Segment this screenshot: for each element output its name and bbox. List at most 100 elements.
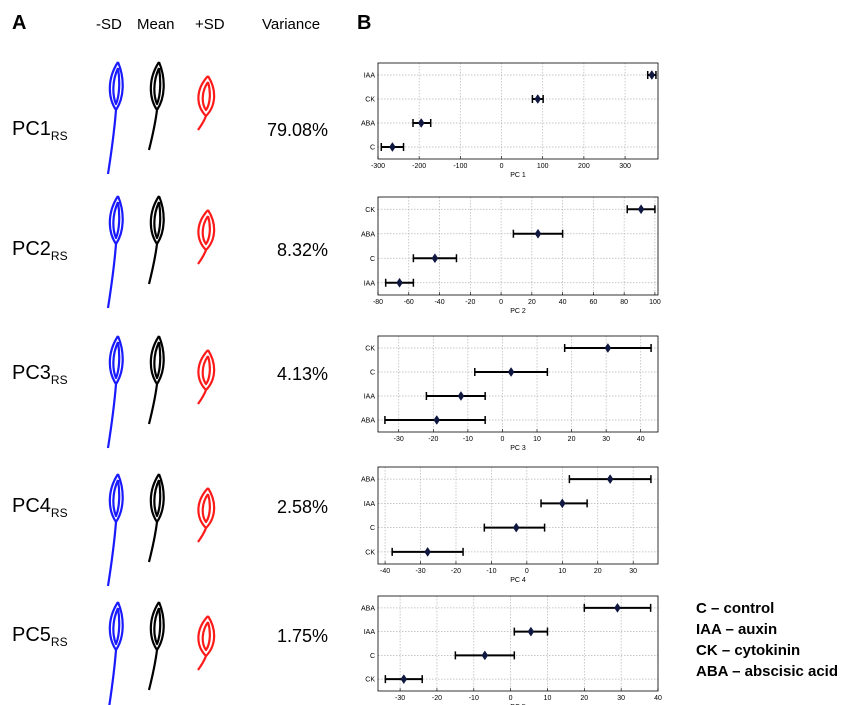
category-label: IAA [364, 394, 376, 401]
mean-marker [637, 204, 645, 215]
x-tick-label: 100 [537, 163, 549, 170]
x-axis-label: PC 3 [510, 445, 526, 452]
mean-marker [424, 546, 431, 557]
leaf-outline-mean [147, 195, 165, 285]
leaf-outline-plus-sd [197, 349, 216, 405]
plot-frame [377, 62, 659, 160]
leaf-outline-plus-sd [197, 209, 216, 265]
pc-chart-4: -40 -30 -20 -10 0 10 20 30 PC 4 ABA IAA C CK [361, 466, 659, 584]
leaf-outline-mean [147, 335, 165, 425]
pc-label-sub: RS [50, 373, 68, 387]
category-label: C [370, 653, 375, 660]
x-tick-label: -40 [434, 299, 444, 306]
x-tick-label: 0 [525, 568, 529, 575]
x-tick-label: 60 [589, 299, 597, 306]
plot-frame [377, 595, 659, 692]
legend-item-auxin: IAA – auxin [696, 621, 778, 638]
panel-label-b: B [357, 12, 372, 34]
mean-marker [481, 650, 489, 661]
pc-label-sub: RS [50, 635, 68, 649]
category-label: IAA [364, 629, 376, 636]
leaf-outline-minus-sd [106, 335, 124, 449]
x-tick-label: -30 [394, 436, 404, 443]
x-tick-label: -40 [380, 568, 390, 575]
x-tick-label: -20 [465, 299, 475, 306]
x-tick-label: 40 [637, 436, 645, 443]
mean-marker [534, 94, 542, 104]
mean-marker [606, 474, 614, 485]
variance-value: 79.08% [266, 120, 328, 140]
mean-marker [431, 253, 439, 264]
x-tick-label: 0 [509, 695, 513, 702]
category-label: CK [365, 549, 375, 556]
leaf-outline-mean [147, 473, 165, 563]
x-tick-label: -20 [428, 436, 438, 443]
x-tick-label: -100 [453, 163, 467, 170]
leaf-outline-minus-sd [106, 473, 124, 587]
category-label: IAA [364, 280, 376, 287]
x-tick-label: 10 [533, 436, 541, 443]
x-tick-label: 20 [568, 436, 576, 443]
mean-marker [389, 142, 396, 152]
x-tick-label: 200 [578, 163, 590, 170]
category-label: C [370, 525, 375, 532]
mean-marker [604, 343, 612, 353]
mean-marker [396, 277, 403, 288]
pc-label: PC2RS [12, 238, 68, 263]
category-label: ABA [361, 477, 375, 484]
leaf-outline-plus-sd [197, 615, 216, 671]
category-label: CK [365, 346, 375, 353]
pc-label: PC1RS [12, 118, 68, 143]
x-tick-label: 10 [558, 568, 566, 575]
category-label: IAA [364, 73, 376, 80]
mean-marker [534, 228, 542, 239]
panel-label-a: A [12, 12, 27, 34]
pc-label-base: PC3 [12, 362, 51, 384]
x-tick-label: 10 [544, 695, 552, 702]
mean-marker [512, 522, 520, 533]
x-tick-label: -10 [486, 568, 496, 575]
plot-frame [377, 196, 659, 296]
category-label: ABA [361, 605, 375, 612]
x-tick-label: -30 [395, 695, 405, 702]
leaf-outline-mean [147, 601, 165, 691]
legend-item-cytokinin: CK – cytokinin [696, 642, 801, 659]
x-tick-label: 80 [620, 299, 628, 306]
x-tick-label: 100 [649, 299, 661, 306]
x-tick-label: -60 [404, 299, 414, 306]
pc-label-base: PC1 [12, 118, 51, 140]
variance-value: 1.75% [276, 626, 328, 646]
x-tick-label: 0 [499, 299, 503, 306]
header-mean: Mean [137, 16, 175, 33]
mean-marker [559, 498, 566, 509]
category-label: C [370, 370, 375, 377]
x-tick-label: -300 [371, 163, 385, 170]
category-label: C [370, 145, 375, 152]
x-axis-label: PC 4 [510, 577, 526, 584]
x-axis-label: PC 1 [510, 172, 526, 179]
category-label: ABA [361, 418, 375, 425]
variance-value: 4.13% [276, 364, 328, 384]
x-tick-label: 0 [500, 163, 504, 170]
category-label: ABA [361, 121, 375, 128]
pc-chart-3: -30 -20 -10 0 10 20 30 40 PC 3 CK C IAA ABA [361, 335, 659, 452]
x-tick-label: -10 [463, 436, 473, 443]
category-label: CK [365, 97, 375, 104]
mean-marker [400, 674, 408, 685]
leaf-outline-minus-sd [106, 61, 124, 175]
pc-label-sub: RS [50, 249, 68, 263]
mean-marker [417, 118, 425, 128]
leaf-outline-minus-sd [106, 195, 124, 309]
x-tick-label: -80 [373, 299, 383, 306]
pc-label-base: PC2 [12, 238, 51, 260]
x-tick-label: 20 [580, 695, 588, 702]
header-variance: Variance [262, 16, 321, 33]
mean-marker [507, 367, 515, 377]
pc-label: PC5RS [12, 624, 68, 649]
category-label: ABA [361, 231, 375, 238]
pc-label-sub: RS [50, 506, 68, 520]
x-tick-label: -20 [432, 695, 442, 702]
